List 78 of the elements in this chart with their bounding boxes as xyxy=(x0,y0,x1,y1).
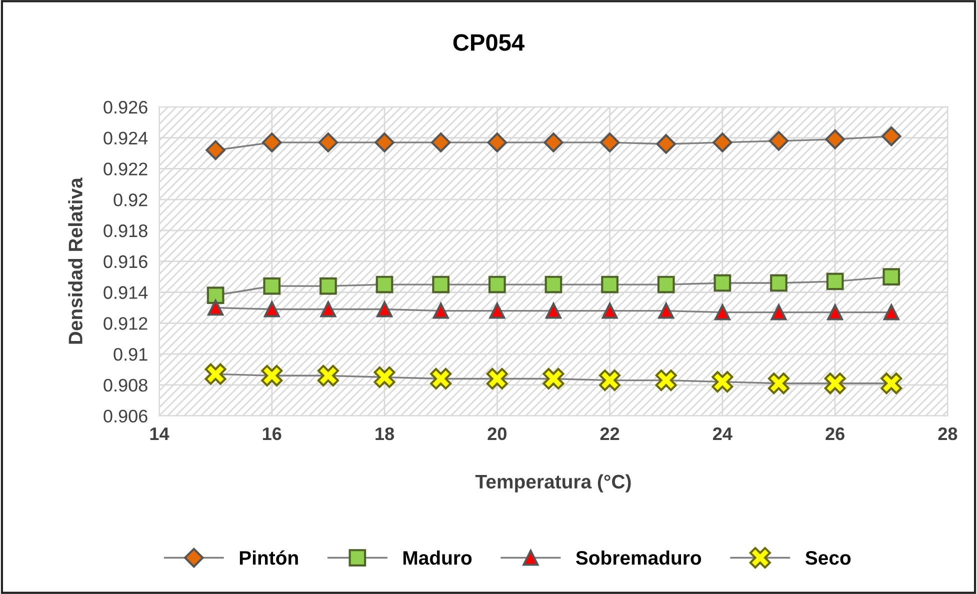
point xyxy=(317,364,339,386)
point xyxy=(601,276,618,294)
point xyxy=(430,368,452,390)
point xyxy=(432,276,450,294)
x-tick-label: 18 xyxy=(376,427,394,440)
point xyxy=(376,301,393,318)
point xyxy=(768,131,789,151)
y-tick-label: 0.924 xyxy=(104,132,148,145)
point xyxy=(602,302,618,319)
point xyxy=(600,132,620,152)
legend-label: Pintón xyxy=(240,550,298,565)
point xyxy=(320,301,336,318)
y-tick-label: 0.908 xyxy=(104,378,148,392)
point xyxy=(655,370,677,392)
point xyxy=(430,132,451,152)
point xyxy=(881,126,902,146)
x-tick-label: 16 xyxy=(262,427,282,440)
point xyxy=(714,304,730,320)
y-tick-label: 0.926 xyxy=(104,100,148,114)
x-axis-title: Temperatura (°C) xyxy=(475,474,631,492)
legend-label: Seco xyxy=(805,551,851,565)
point xyxy=(770,274,788,292)
legend-label: Sobremaduro xyxy=(576,550,702,565)
point xyxy=(488,276,506,294)
point xyxy=(656,134,676,154)
point xyxy=(264,301,280,318)
x-tick-label: 14 xyxy=(150,428,170,440)
point xyxy=(657,276,675,294)
point xyxy=(712,371,734,393)
point xyxy=(320,277,337,295)
point xyxy=(768,372,790,394)
point xyxy=(487,132,508,152)
point xyxy=(486,368,508,390)
point xyxy=(545,302,562,319)
point xyxy=(770,304,787,320)
y-tick-label: 0.912 xyxy=(104,317,148,330)
point xyxy=(824,372,846,394)
point xyxy=(318,132,338,152)
x-tick-label: 22 xyxy=(600,427,620,440)
y-tick-label: 0.922 xyxy=(104,162,148,176)
legend-label: Maduro xyxy=(403,550,472,565)
point xyxy=(374,132,394,152)
point xyxy=(883,304,900,320)
point xyxy=(544,132,564,152)
point xyxy=(204,363,226,385)
point xyxy=(714,274,732,292)
point xyxy=(599,370,621,392)
point xyxy=(206,286,224,304)
point xyxy=(489,302,506,319)
y-tick-label: 0.91 xyxy=(114,348,148,361)
point xyxy=(374,366,396,388)
x-tick-label: 24 xyxy=(713,427,732,440)
point xyxy=(208,300,224,316)
y-tick-label: 0.918 xyxy=(104,224,148,238)
x-tick-label: 26 xyxy=(826,427,844,440)
point xyxy=(262,132,282,152)
y-tick-label: 0.916 xyxy=(104,255,148,268)
point xyxy=(826,272,844,290)
point xyxy=(712,132,732,152)
point xyxy=(825,129,845,150)
point xyxy=(432,302,449,319)
chart-title: CP054 xyxy=(453,34,524,51)
point xyxy=(827,304,844,320)
point xyxy=(544,276,562,294)
point xyxy=(658,302,674,319)
y-axis-title: Densidad Relativa xyxy=(68,177,82,344)
x-tick-label: 28 xyxy=(938,427,958,440)
point xyxy=(263,277,281,295)
point xyxy=(376,276,394,294)
point xyxy=(261,364,283,386)
y-tick-label: 0.92 xyxy=(114,194,148,206)
point xyxy=(542,368,564,390)
point xyxy=(882,268,900,286)
point xyxy=(880,372,902,394)
point xyxy=(206,140,226,160)
x-tick-label: 20 xyxy=(488,427,506,440)
y-tick-label: 0.906 xyxy=(104,410,148,423)
y-tick-label: 0.914 xyxy=(104,286,148,299)
